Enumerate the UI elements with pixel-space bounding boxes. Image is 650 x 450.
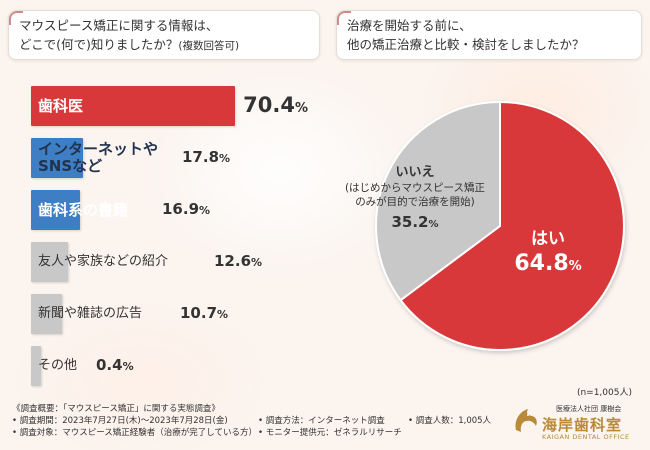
- right-question-line2: 他の矯正治療と比較・検討をしましたか？: [347, 37, 585, 52]
- bar-label-line: 歯科系の書籍: [38, 201, 129, 219]
- bar-4: [31, 294, 63, 334]
- dolphin-icon: [515, 409, 537, 432]
- survey-method: • 調査方法：インターネット調査: [258, 416, 385, 426]
- bar-value-2: 16.9%: [162, 200, 210, 221]
- bar-label-line: 新聞や雑誌の広告: [38, 306, 143, 321]
- pie-value-no: 35.2%: [330, 211, 500, 236]
- left-question-line2: どこで(何で)知りましたか？(複数回答可): [19, 35, 309, 56]
- survey-period: • 調査期間：2023年7月27日(木)～2023年7月28日(金): [12, 416, 228, 426]
- pie-value-yes-unit: %: [568, 259, 582, 274]
- bar-3: [31, 242, 68, 282]
- survey-monitor: • モニター提供元：ゼネラルリサーチ: [258, 428, 402, 438]
- pie-value-yes: 64.8%: [500, 250, 596, 281]
- logo-org: 医療法人社団 康樹会: [556, 405, 622, 413]
- bar-value-unit: %: [219, 152, 231, 166]
- bar-2: [31, 190, 80, 230]
- bar-value-unit: %: [217, 308, 229, 322]
- pie-value-no-unit: %: [428, 219, 439, 230]
- pie-label-yes: はい 64.8%: [500, 228, 596, 281]
- bar-value-4: 10.7%: [180, 304, 228, 325]
- bar-label-4: 新聞や雑誌の広告: [38, 304, 142, 324]
- sample-size-note: (n=1,005人): [576, 388, 632, 398]
- bar-label-line: インターネットや: [38, 140, 159, 158]
- bar-value-unit: %: [294, 101, 309, 117]
- bar-value-1: 17.8%: [182, 148, 230, 169]
- bar-label-line: その他: [38, 358, 78, 373]
- bar-value-0: 70.4%: [243, 92, 308, 122]
- bar-value-number: 16.9: [162, 200, 200, 219]
- pie-label-no: いいえ (はじめからマウスピース矯正 のみが目的で治療を開始) 35.2%: [330, 164, 500, 236]
- pie-label-no-title: いいえ: [395, 165, 435, 180]
- pie-label-yes-title: はい: [531, 229, 565, 249]
- pie-slice-1: [375, 100, 501, 302]
- pie-value-yes-number: 64.8: [514, 251, 569, 276]
- bar-value-number: 10.7: [180, 304, 218, 323]
- right-question-line1: 治療を開始する前に、: [347, 18, 472, 33]
- bar-label-5: その他: [38, 356, 77, 376]
- bar-1: [31, 138, 83, 178]
- pie-slice-0: [399, 100, 625, 351]
- bar-value-number: 70.4: [243, 93, 295, 118]
- bar-label-0: 歯科医: [38, 96, 83, 116]
- survey-title: 《調査概要：「マウスピース矯正」に関する実態調査》: [12, 404, 220, 414]
- bar-value-unit: %: [122, 360, 134, 374]
- bar-label-2: 歯科系の書籍: [38, 200, 128, 220]
- bar-0: [31, 86, 236, 126]
- bar-value-number: 17.8: [182, 148, 220, 167]
- bar-value-3: 12.6%: [214, 252, 262, 273]
- survey-target: • 調査対象：マウスピース矯正経験者（治療が完了している方）: [12, 428, 258, 438]
- left-question-box: マウスピース矯正に関する情報は、 どこで(何で)知りましたか？(複数回答可): [8, 10, 320, 60]
- right-question-box: 治療を開始する前に、 他の矯正治療と比較・検討をしましたか？: [336, 10, 642, 60]
- bar-label-line: 歯科医: [38, 97, 84, 115]
- bar-value-number: 12.6: [214, 252, 252, 271]
- bar-value-unit: %: [199, 204, 211, 218]
- left-question-main: どこで(何で)知りましたか？: [19, 37, 179, 52]
- logo-name: 海岸歯科室: [542, 416, 623, 434]
- bar-label-1: インターネットや SNSなど: [38, 141, 158, 175]
- bar-label-line: 友人や家族などの紹介: [38, 254, 169, 269]
- clinic-logo: 医療法人社団 康樹会 海岸歯科室 KAIGAN DENTAL OFFICE: [512, 402, 642, 444]
- bar-5: [31, 346, 41, 386]
- pie-value-no-number: 35.2: [391, 213, 429, 231]
- bar-value-5: 0.4%: [96, 356, 134, 377]
- survey-count: • 調査人数：1,005人: [408, 416, 492, 426]
- left-question-note: (複数回答可): [178, 40, 240, 52]
- bar-label-3: 友人や家族などの紹介: [38, 252, 168, 272]
- pie-label-no-sub1: (はじめからマウスピース矯正: [344, 182, 486, 194]
- bar-value-unit: %: [251, 256, 263, 270]
- pie-label-no-sub2: のみが目的で治療を開始): [355, 196, 475, 208]
- left-question-line1: マウスピース矯正に関する情報は、: [19, 18, 219, 33]
- logo-sub: KAIGAN DENTAL OFFICE: [542, 433, 630, 441]
- bar-value-number: 0.4: [96, 356, 123, 375]
- bar-label-line: SNSなど: [38, 157, 103, 175]
